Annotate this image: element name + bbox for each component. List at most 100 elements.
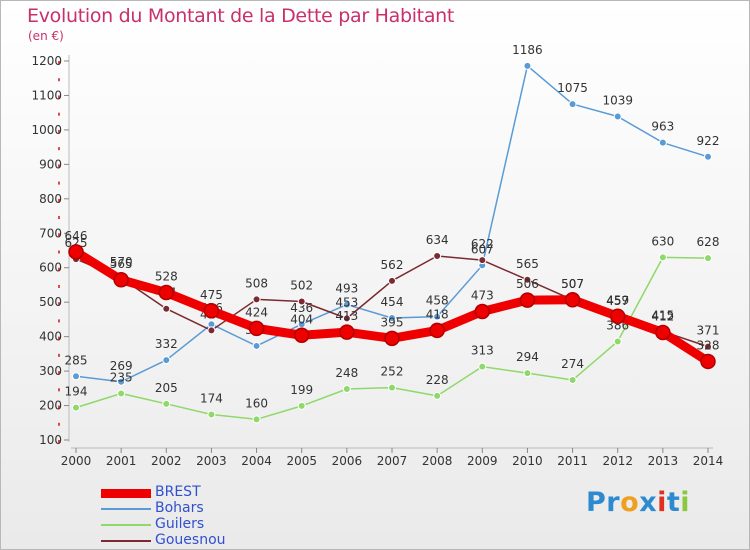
data-point	[342, 300, 351, 309]
data-label: 508	[245, 276, 268, 290]
data-label: 194	[65, 385, 88, 399]
data-label: 473	[471, 288, 494, 302]
data-label: 371	[697, 324, 720, 338]
data-point	[248, 320, 265, 337]
legend-swatch	[101, 488, 151, 498]
data-point	[478, 362, 487, 371]
data-point	[433, 252, 442, 261]
data-label: 922	[697, 134, 720, 148]
legend-label: Gouesnou	[155, 532, 226, 548]
data-label: 1075	[557, 81, 588, 95]
x-tick-label: 2004	[241, 454, 272, 468]
data-point	[523, 275, 532, 284]
legend-label: Guilers	[155, 516, 205, 532]
y-tick-label: 100	[39, 433, 62, 447]
data-label: 205	[155, 381, 178, 395]
data-label: 269	[110, 359, 133, 373]
data-point	[162, 399, 171, 408]
data-label: 424	[245, 305, 268, 319]
data-label: 274	[561, 357, 584, 371]
legend-label: BREST	[155, 484, 201, 500]
data-point	[207, 410, 216, 419]
data-point	[113, 272, 129, 288]
data-label: 418	[426, 307, 449, 321]
y-tick-label: 1000	[31, 123, 62, 137]
data-point	[474, 303, 491, 320]
data-point	[388, 276, 396, 285]
data-point	[72, 403, 80, 412]
data-label: 565	[110, 257, 133, 271]
data-point	[523, 369, 532, 378]
y-tick-label: 1100	[31, 88, 62, 102]
logo-letter: r	[606, 487, 621, 518]
data-label: 415	[651, 308, 674, 322]
data-label: 235	[110, 370, 133, 384]
data-point	[658, 253, 667, 262]
data-point	[293, 327, 310, 344]
y-tick-label: 900	[39, 157, 62, 171]
data-label: 565	[516, 257, 539, 271]
data-point	[704, 342, 712, 351]
data-point	[117, 377, 126, 386]
data-label: 199	[290, 383, 313, 397]
y-tick-label: 300	[39, 364, 62, 378]
data-label: 459	[606, 293, 629, 307]
x-tick-label: 2005	[286, 454, 317, 468]
data-point	[388, 383, 396, 392]
data-label: 328	[697, 338, 720, 352]
data-label: 404	[290, 312, 313, 326]
data-point	[297, 401, 306, 410]
y-tick-label: 1200	[31, 54, 62, 68]
legend-item-guilers: Guilers	[101, 516, 301, 533]
logo-letter: x	[639, 487, 658, 518]
data-point	[72, 372, 80, 381]
data-label: 248	[335, 366, 358, 380]
x-tick-label: 2009	[467, 454, 498, 468]
data-label: 493	[335, 282, 358, 296]
y-tick-label: 500	[39, 295, 62, 309]
data-label: 963	[651, 120, 674, 134]
x-tick-label: 2013	[648, 454, 679, 468]
data-label: 313	[471, 344, 494, 358]
x-tick-label: 2003	[196, 454, 227, 468]
data-point	[700, 353, 716, 370]
data-label: 294	[516, 350, 539, 364]
data-point	[342, 314, 351, 323]
data-point	[523, 61, 532, 70]
series-bohars: 2852693324363734364934544586071186107510…	[65, 43, 720, 386]
data-label: 174	[200, 392, 223, 406]
x-tick-label: 2010	[512, 454, 543, 468]
logo-letter: i	[680, 487, 691, 518]
data-point	[704, 254, 712, 263]
data-label: 634	[426, 233, 449, 247]
data-label: 506	[516, 277, 539, 291]
data-point	[429, 322, 445, 339]
x-tick-label: 2011	[557, 454, 588, 468]
data-point	[252, 341, 261, 350]
data-point	[342, 385, 351, 394]
data-label: 458	[426, 294, 449, 308]
data-label: 453	[335, 295, 358, 309]
y-tick-label: 700	[39, 226, 62, 240]
data-point	[388, 314, 396, 323]
legend-swatch	[101, 540, 151, 542]
data-label: 607	[471, 242, 494, 256]
x-tick-label: 2006	[332, 454, 363, 468]
data-label: 436	[290, 301, 313, 315]
data-point	[162, 356, 171, 365]
data-label: 622	[471, 237, 494, 251]
data-label: 412	[651, 310, 674, 324]
legend-item-brest: BREST	[101, 484, 301, 501]
y-tick-label: 400	[39, 330, 62, 344]
chart-title: Evolution du Montant de la Dette par Hab…	[27, 5, 455, 27]
data-point	[384, 330, 400, 347]
data-point	[564, 292, 581, 308]
data-label: 475	[200, 288, 223, 302]
data-point	[658, 138, 667, 147]
data-point	[568, 100, 577, 109]
data-point	[433, 391, 442, 400]
data-point	[339, 324, 355, 340]
data-label: 1039	[602, 93, 633, 107]
